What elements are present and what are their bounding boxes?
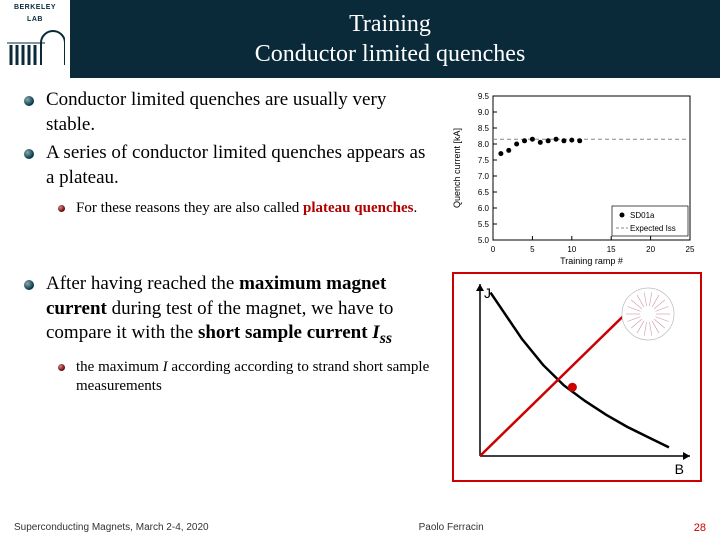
footer: Superconducting Magnets, March 2-4, 2020… (0, 522, 720, 534)
svg-text:0: 0 (491, 245, 496, 254)
logo-text-1: BERKELEY (14, 4, 56, 12)
page-number: 28 (694, 522, 706, 534)
svg-text:8.0: 8.0 (478, 140, 490, 149)
svg-text:5: 5 (530, 245, 535, 254)
svg-text:10: 10 (567, 245, 576, 254)
svg-text:5.0: 5.0 (478, 236, 490, 245)
footer-left: Superconducting Magnets, March 2-4, 2020 (14, 522, 209, 534)
svg-text:Quench current [kA]: Quench current [kA] (452, 128, 462, 208)
slide-title: Training Conductor limited quenches (60, 9, 720, 69)
svg-text:9.0: 9.0 (478, 108, 490, 117)
title-line-1: Training (60, 9, 720, 39)
svg-text:J: J (484, 285, 491, 301)
title-line-2: Conductor limited quenches (60, 39, 720, 69)
svg-text:6.5: 6.5 (478, 188, 490, 197)
lab-logo: BERKELEY LAB (0, 0, 70, 78)
svg-text:Training ramp #: Training ramp # (560, 256, 623, 266)
svg-text:8.5: 8.5 (478, 124, 490, 133)
bullet-1: Conductor limited quenches are usually v… (24, 88, 438, 137)
sub-bullet-1: For these reasons they are also called p… (58, 199, 438, 219)
svg-text:B: B (675, 461, 684, 477)
svg-text:15: 15 (607, 245, 616, 254)
footer-center: Paolo Ferracin (419, 522, 484, 534)
svg-text:7.5: 7.5 (478, 156, 490, 165)
plateau-chart: 5.0 5.5 6.0 6.5 7.0 7.5 8.0 8.5 9.0 9.5 0 5 10 15 20 25… (448, 88, 698, 268)
bullet-3: After having reached the maximum magnet … (24, 272, 444, 350)
logo-building-icon (5, 29, 65, 67)
sub-list-2: the maximum I according according to str… (58, 358, 444, 397)
sub-bullet-2: the maximum I according according to str… (58, 358, 444, 397)
bullet-list-2: After having reached the maximum magnet … (24, 272, 444, 350)
svg-text:SD01a: SD01a (630, 211, 655, 220)
svg-text:9.5: 9.5 (478, 92, 490, 101)
logo-text-2: LAB (27, 16, 43, 24)
header: BERKELEY LAB Training Conductor limited … (0, 0, 720, 78)
svg-text:Expected Iss: Expected Iss (630, 224, 676, 233)
content: Conductor limited quenches are usually v… (0, 78, 720, 482)
jb-chart: JB (452, 272, 702, 482)
svg-text:6.0: 6.0 (478, 204, 490, 213)
sub-list-1: For these reasons they are also called p… (58, 199, 438, 219)
svg-text:20: 20 (646, 245, 655, 254)
svg-text:25: 25 (686, 245, 695, 254)
bullet-2: A series of conductor limited quenches a… (24, 141, 438, 190)
bullet-list-1: Conductor limited quenches are usually v… (24, 88, 438, 191)
svg-text:7.0: 7.0 (478, 172, 490, 181)
svg-text:5.5: 5.5 (478, 220, 490, 229)
